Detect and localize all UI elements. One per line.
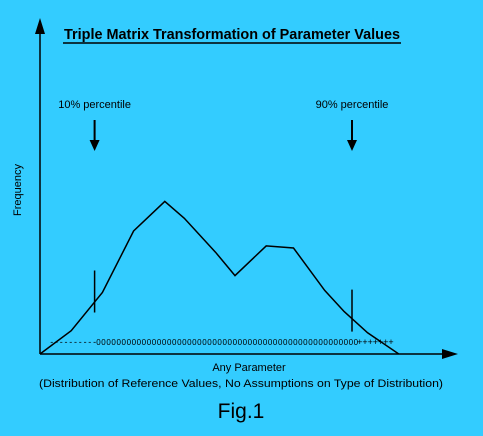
strip-symbol: +: [362, 337, 367, 347]
strip-symbol: 0: [116, 338, 121, 347]
strip-symbol: 0: [323, 338, 328, 347]
strip-symbol: 0: [132, 338, 137, 347]
strip-symbol: 0: [258, 338, 263, 347]
strip-symbol: -: [79, 337, 82, 347]
strip-symbol: +: [373, 337, 378, 347]
strip-symbol: 0: [268, 338, 273, 347]
strip-symbol: 0: [167, 338, 172, 347]
strip-symbol: -: [55, 337, 58, 347]
strip-symbol: 0: [298, 338, 303, 347]
strip-symbol: +: [378, 337, 383, 347]
strip-symbol: 0: [328, 338, 333, 347]
strip-symbol: 0: [238, 338, 243, 347]
strip-symbol: 0: [187, 338, 192, 347]
strip-symbol: 0: [288, 338, 293, 347]
strip-symbol: 0: [106, 338, 111, 347]
strip-symbol: 0: [152, 338, 157, 347]
chart-title: Triple Matrix Transformation of Paramete…: [64, 26, 400, 43]
strip-symbol: 0: [101, 338, 106, 347]
percentile-marker: 90% percentile: [316, 99, 389, 332]
strip-symbol: -: [88, 337, 91, 347]
figure-caption: Fig.1: [218, 400, 265, 423]
y-axis-arrow-icon: [35, 18, 45, 34]
strip-symbol: 0: [339, 338, 344, 347]
strip-symbol: 0: [202, 338, 207, 347]
strip-symbol: -: [84, 337, 87, 347]
strip-symbol: +: [357, 337, 362, 347]
strip-symbol: 0: [308, 338, 313, 347]
strip-symbol: 0: [318, 338, 323, 347]
strip-symbol: 0: [96, 338, 101, 347]
strip-symbol: 0: [192, 338, 197, 347]
strip-symbol: 0: [349, 338, 354, 347]
strip-symbol: 0: [248, 338, 253, 347]
strip-symbol: 0: [344, 338, 349, 347]
axes: [35, 18, 458, 359]
down-arrow-icon: [89, 140, 100, 151]
strip-symbol: +: [388, 337, 393, 347]
strip-symbol: +: [368, 337, 373, 347]
strip-symbol: 0: [182, 338, 187, 347]
strip-symbol: 0: [212, 338, 217, 347]
strip-symbol: 0: [233, 338, 238, 347]
strip-symbol: 0: [354, 338, 359, 347]
strip-symbol: 0: [127, 338, 132, 347]
strip-symbol: 0: [313, 338, 318, 347]
strip-symbol: 0: [273, 338, 278, 347]
strip-symbol: 0: [253, 338, 258, 347]
strip-symbol: 0: [217, 338, 222, 347]
strip-symbol: 0: [283, 338, 288, 347]
strip-symbol: 0: [278, 338, 283, 347]
strip-symbol: -: [65, 337, 68, 347]
strip-symbol: 0: [157, 338, 162, 347]
x-axis-note: (Distribution of Reference Values, No As…: [39, 378, 443, 390]
strip-symbol: 0: [197, 338, 202, 347]
percentile-label: 10% percentile: [58, 99, 131, 111]
strip-symbol: 0: [142, 338, 147, 347]
percentile-markers: 10% percentile 90% percentile: [58, 99, 388, 332]
strip-symbol: 0: [293, 338, 298, 347]
strip-symbol: -: [69, 337, 72, 347]
strip-symbol: 0: [333, 338, 338, 347]
strip-symbol: 0: [207, 338, 212, 347]
x-axis-arrow-icon: [442, 349, 458, 359]
strip-symbol: -: [60, 337, 63, 347]
strip-symbol: 0: [137, 338, 142, 347]
strip-symbol: 0: [243, 338, 248, 347]
y-axis-label: Frequency: [12, 164, 24, 216]
strip-symbol: 0: [263, 338, 268, 347]
strip-symbol: 0: [177, 338, 182, 347]
strip-symbol: +: [383, 337, 388, 347]
strip-symbol: -: [74, 337, 77, 347]
percentile-marker: 10% percentile: [58, 99, 131, 313]
percentile-label: 90% percentile: [316, 99, 389, 111]
strip-symbol: 0: [303, 338, 308, 347]
strip-symbol: -: [93, 337, 96, 347]
strip-symbol: 0: [227, 338, 232, 347]
title-group: Triple Matrix Transformation of Paramete…: [63, 26, 401, 44]
distribution-curve: [39, 200, 400, 355]
strip-symbol: 0: [147, 338, 152, 347]
strip-symbol: 0: [172, 338, 177, 347]
strip-symbol: 0: [222, 338, 227, 347]
strip-symbol: -: [50, 337, 53, 347]
down-arrow-icon: [347, 140, 357, 151]
strip-symbol: 0: [111, 338, 116, 347]
x-axis-label: Any Parameter: [212, 362, 286, 374]
strip-symbol: 0: [121, 338, 126, 347]
strip-symbol: 0: [162, 338, 167, 347]
